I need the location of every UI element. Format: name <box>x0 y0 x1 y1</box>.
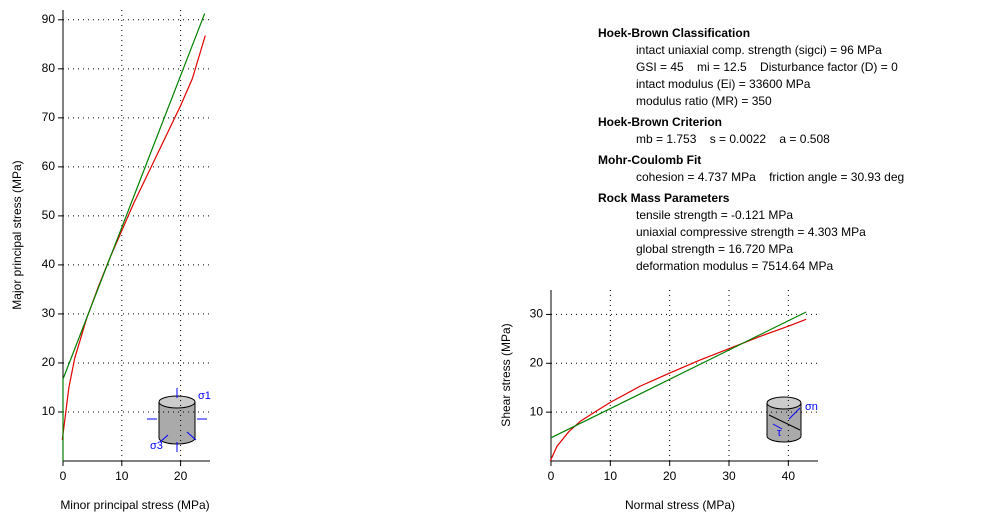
y-tick-label: 50 <box>42 208 56 222</box>
series-line <box>550 319 806 461</box>
section-title: Hoek-Brown Classification <box>598 25 904 42</box>
y-tick-label: 90 <box>42 12 56 26</box>
series-line <box>63 13 205 461</box>
x-tick-label: 30 <box>722 469 736 483</box>
parameter-line: global strength = 16.720 MPa <box>598 241 904 258</box>
x-tick-label: 40 <box>782 469 796 483</box>
parameter-line: intact modulus (Ei) = 33600 MPa <box>598 76 904 93</box>
x-tick-label: 0 <box>60 469 67 483</box>
y-tick-label: 70 <box>42 110 56 124</box>
parameter-line: uniaxial compressive strength = 4.303 MP… <box>598 224 904 241</box>
icon-label: σn <box>805 401 818 413</box>
y-tick-label: 10 <box>530 404 544 418</box>
x-tick-label: 10 <box>604 469 618 483</box>
icon-label: σ3 <box>150 440 163 452</box>
cylinder-icon <box>767 397 801 442</box>
y-tick-label: 60 <box>42 159 56 173</box>
x-tick-label: 0 <box>548 469 555 483</box>
series-line <box>62 35 205 439</box>
parameter-line: modulus ratio (MR) = 350 <box>598 93 904 110</box>
section-title: Mohr-Coulomb Fit <box>598 152 904 169</box>
x-tick-label: 20 <box>174 469 188 483</box>
y-tick-label: 80 <box>42 61 56 75</box>
y-tick-label: 40 <box>42 257 56 271</box>
parameter-line: tensile strength = -0.121 MPa <box>598 207 904 224</box>
y-axis-label: Major principal stress (MPa) <box>10 160 24 309</box>
icon-label: σ1 <box>198 390 211 402</box>
icon-label: τ <box>777 427 782 439</box>
x-axis-label: Normal stress (MPa) <box>625 498 735 512</box>
parameter-line: deformation modulus = 7514.64 MPa <box>598 258 904 275</box>
parameter-line: mb = 1.753 s = 0.0022 a = 0.508 <box>598 131 904 148</box>
parameter-line: cohesion = 4.737 MPa friction angle = 30… <box>598 169 904 186</box>
y-tick-label: 20 <box>530 355 544 369</box>
x-tick-label: 10 <box>115 469 129 483</box>
parameter-line: intact uniaxial comp. strength (sigci) =… <box>598 42 904 59</box>
y-tick-label: 10 <box>42 404 56 418</box>
parameter-line: GSI = 45 mi = 12.5 Disturbance factor (D… <box>598 59 904 76</box>
y-tick-label: 30 <box>42 306 56 320</box>
section-title: Rock Mass Parameters <box>598 190 904 207</box>
page: 10 20 30 40 50 60 70 80 90 0 10 20 Minor principal s… <box>0 0 1000 518</box>
y-tick-label: 30 <box>530 307 544 321</box>
x-tick-label: 20 <box>663 469 677 483</box>
section-title: Hoek-Brown Criterion <box>598 114 904 131</box>
x-axis-label: Minor principal stress (MPa) <box>60 498 209 512</box>
y-tick-label: 20 <box>42 355 56 369</box>
y-axis-label: Shear stress (MPa) <box>499 323 513 426</box>
